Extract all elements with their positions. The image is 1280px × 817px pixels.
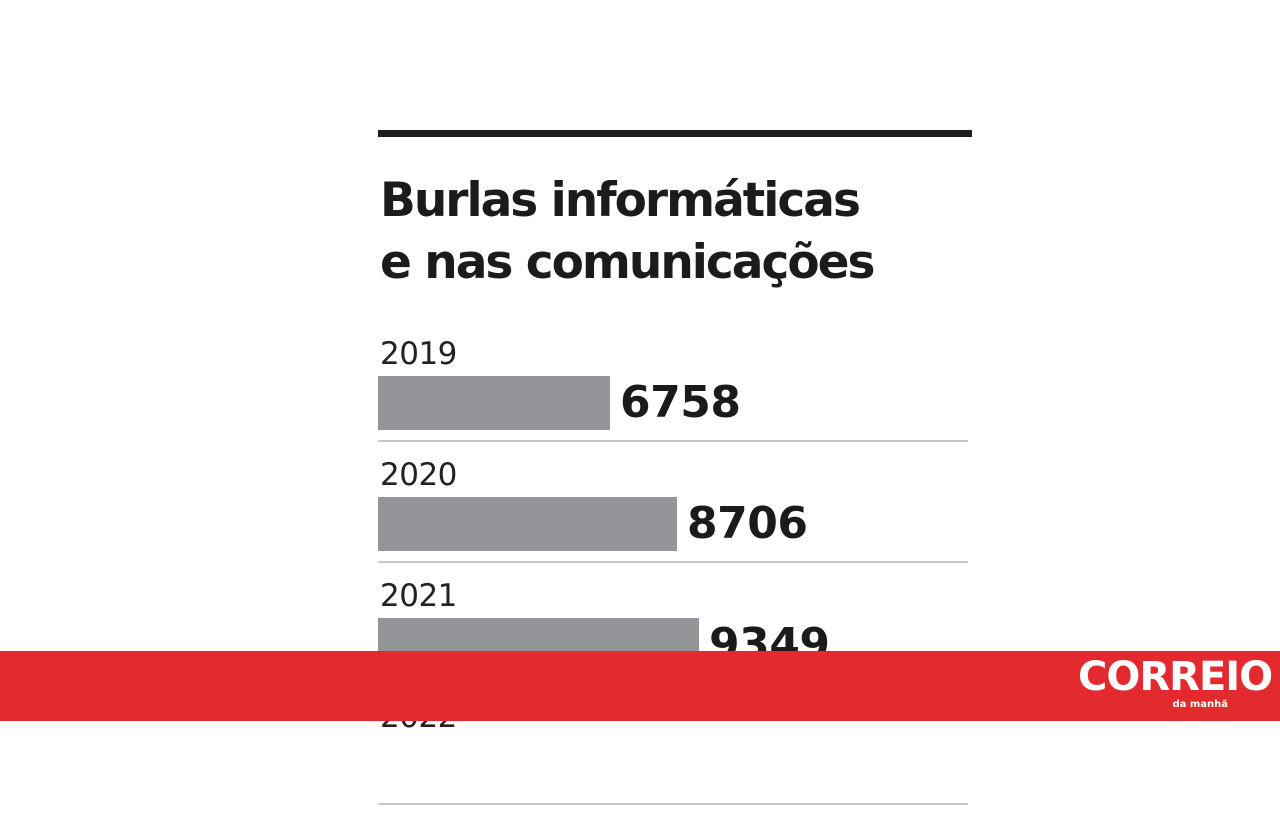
bar [378,376,610,430]
value-label: 6758 [620,377,741,428]
footer-banner: CORREIO da manhã [0,651,1280,721]
brand-logo-wordmark: CORREIO [1078,654,1273,700]
brand-logo-tagline: da manhã [1172,699,1228,710]
year-label: 2020 [380,457,457,493]
bar-row: 2019 6758 [378,333,972,454]
row-separator [378,440,968,442]
chart-title-line-1: Burlas informáticas [380,173,861,228]
bar-row: 2020 8706 [378,454,972,575]
bar [378,497,677,551]
chart-title-line-2: e nas comunicações [380,235,875,290]
row-separator [378,561,968,563]
brand-logo[interactable]: CORREIO da manhã [1078,654,1273,715]
top-rule [378,130,972,137]
chart-title: Burlas informáticas e nas comunicações [380,170,980,294]
year-label: 2021 [380,578,457,614]
year-label: 2019 [380,336,457,372]
row-separator [378,803,968,805]
value-label: 8706 [687,498,808,549]
